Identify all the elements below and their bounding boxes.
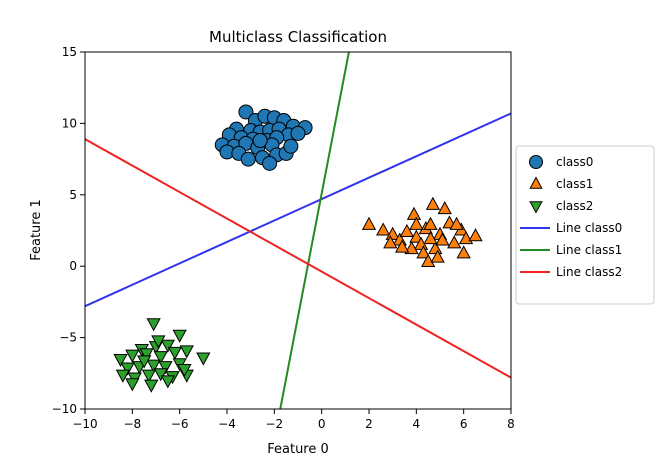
chart-title: Multiclass Classification [209,28,387,46]
line-line-class1 [279,52,350,409]
point-class1-2 [385,226,400,240]
point-class2-11 [196,352,211,366]
point-class1-22 [409,216,424,230]
point-class0-0 [238,104,254,120]
point-class2-15 [158,361,173,375]
point-class1-23 [421,253,436,267]
point-class2-8 [153,351,168,365]
line-line-class2 [85,138,511,379]
legend-label-line-class2: Line class2 [556,265,622,279]
point-class1-21 [435,232,450,246]
x-tick-label: 8 [507,417,515,431]
y-tick-label: 5 [69,188,77,202]
point-class2-7 [139,348,154,362]
point-class0-29 [240,151,256,167]
point-class2-28 [177,363,192,378]
point-class2-20 [153,368,168,382]
point-class2-26 [137,355,152,369]
legend-marker-class0 [529,155,543,169]
point-class1-27 [423,231,438,245]
point-class2-27 [151,335,166,349]
point-class1-20 [428,241,443,255]
point-class2-10 [179,345,194,359]
point-class2-23 [125,378,140,392]
legend-label-line-class1: Line class1 [556,243,622,257]
point-class1-12 [437,201,452,215]
plot-frame [84,51,512,410]
x-tick-label: 6 [460,417,468,431]
point-class0-18 [290,125,306,141]
point-class2-1 [172,329,187,343]
x-tick-label: −10 [72,417,97,431]
point-class1-18 [404,241,419,255]
y-tick-label: 15 [62,45,77,59]
point-class1-9 [423,216,438,230]
point-class2-5 [113,353,128,368]
x-tick-label: −8 [123,417,141,431]
point-class2-9 [167,346,183,360]
legend: class0 class1 class2 Line class0 Line class1… [515,145,655,305]
point-class2-14 [146,359,161,373]
point-class0-30 [262,155,278,171]
y-tick-label: 10 [62,116,77,130]
point-class1-14 [447,235,462,249]
point-class2-2 [160,339,175,353]
y-tick-label: −10 [52,402,77,416]
y-axis-label: Feature 1 [29,199,44,261]
point-class1-26 [394,239,410,253]
point-class1-1 [376,222,391,236]
point-class0-32 [252,133,268,149]
legend-label-line-class0: Line class0 [556,221,622,235]
point-class1-25 [449,216,464,230]
point-class2-19 [141,369,157,383]
point-class1-28 [383,235,398,249]
point-class1-6 [409,229,424,243]
point-class1-0 [361,216,377,230]
point-class1-24 [430,249,445,263]
x-axis: −10 −8 −6 −4 −2 0 2 4 6 8 [72,409,515,431]
point-class1-19 [416,245,431,259]
legend-label-class0: class0 [556,155,593,169]
point-class0-31 [283,138,299,154]
point-class2-12 [120,362,135,376]
x-axis-label: Feature 0 [267,442,329,457]
y-tick-label: −5 [59,331,77,345]
x-tick-label: 4 [413,417,421,431]
point-class1-10 [425,196,441,210]
plot-area [84,51,512,410]
point-class2-25 [160,375,175,389]
legend-label-class2: class2 [556,199,593,213]
point-class1-4 [399,223,415,237]
point-class2-17 [115,369,131,383]
x-tick-label: −6 [171,417,189,431]
legend-marker-class1 [529,176,543,189]
x-tick-label: 0 [318,417,326,431]
legend-marker-class2 [529,201,543,214]
point-class2-24 [144,379,159,393]
point-class2-0 [146,318,161,332]
x-tick-label: −4 [218,417,236,431]
legend-label-class1: class1 [556,177,593,191]
line-line-class0 [85,112,511,308]
y-axis: −10 −5 0 5 10 15 [52,45,85,416]
x-tick-label: −2 [265,417,283,431]
x-tick-label: 2 [365,417,373,431]
data-marks [85,52,511,409]
point-class2-6 [125,349,140,363]
point-class1-17 [468,228,483,242]
point-class1-5 [406,206,422,220]
y-tick-label: 0 [69,259,77,273]
legend-frame [515,145,655,305]
point-class1-29 [456,245,471,259]
